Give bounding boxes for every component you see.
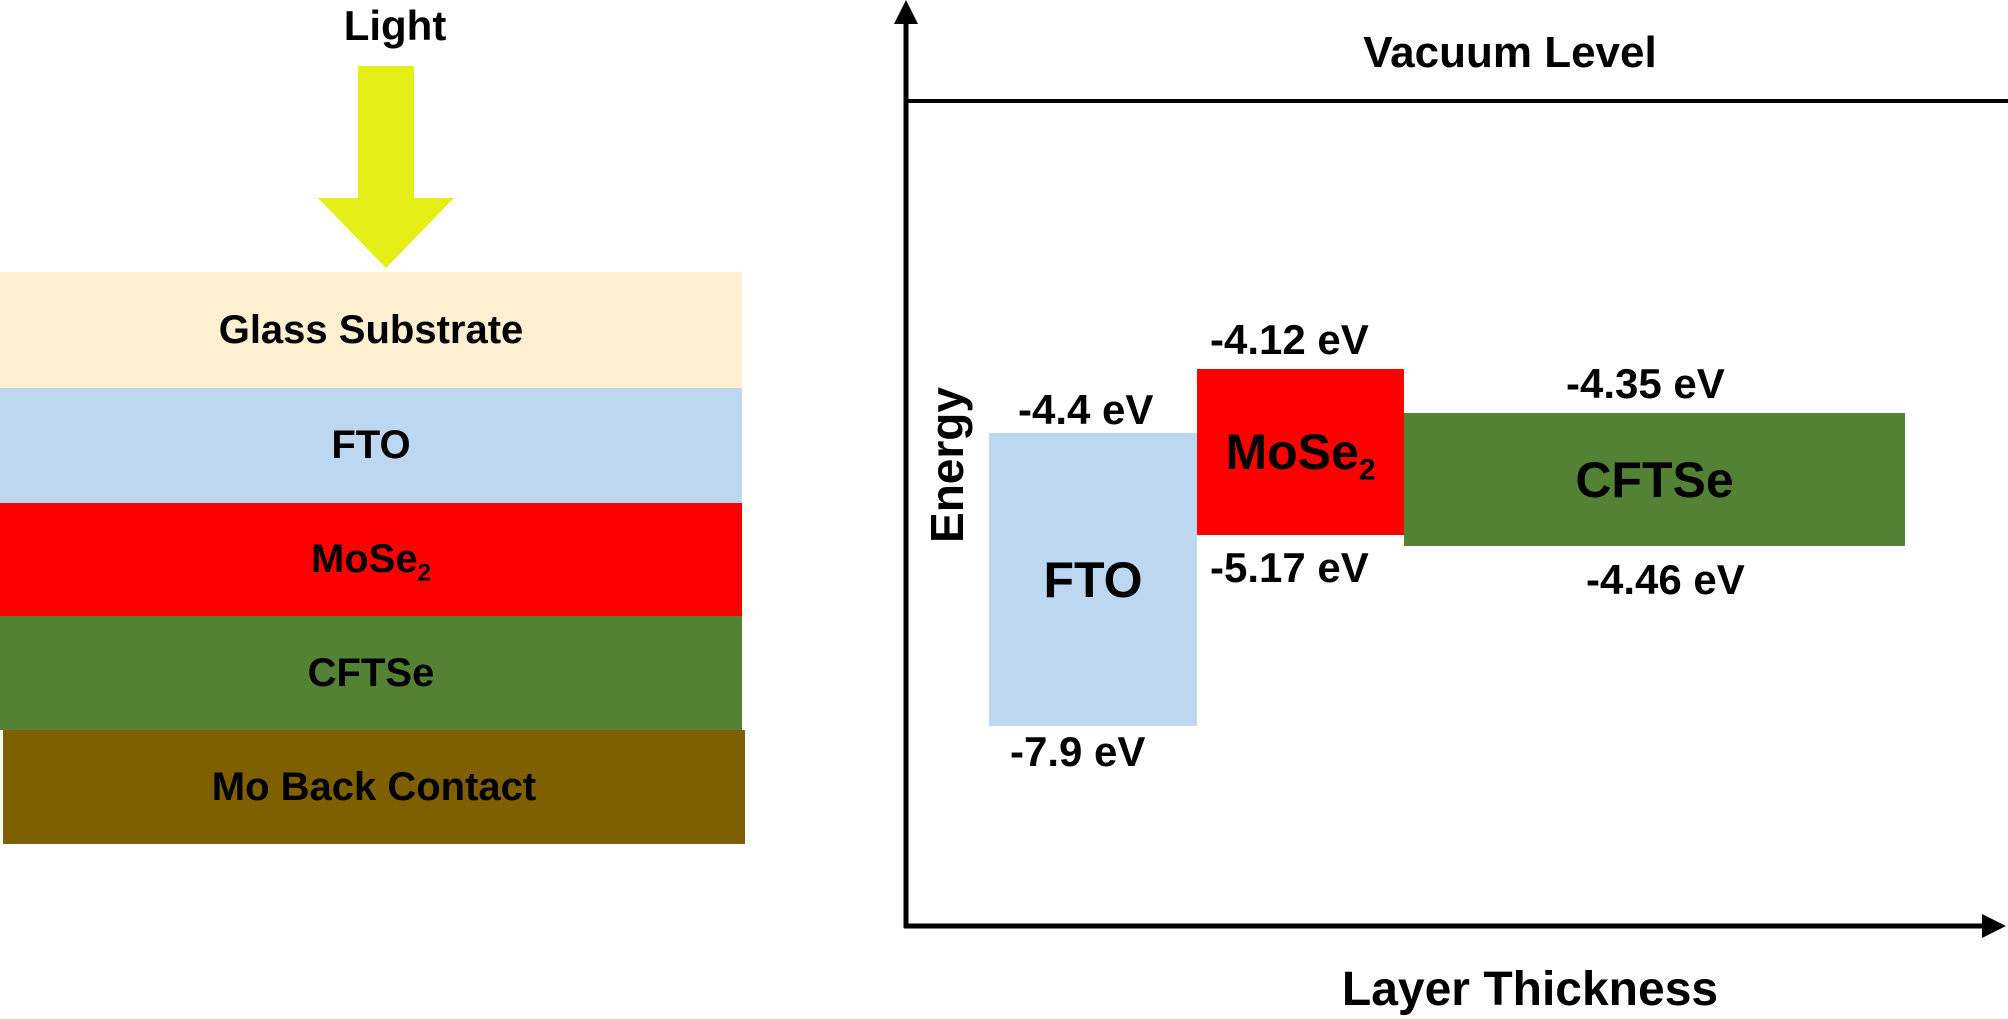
x-axis-arrowhead <box>1982 914 2006 938</box>
layer-glass-substrate-label: Glass Substrate <box>218 307 524 352</box>
mose2-top-value: -4.12 eV <box>1210 316 1369 363</box>
band-fto-label: FTO <box>1043 551 1143 608</box>
layer-mo-back-contact-label: Mo Back Contact <box>211 764 537 809</box>
y-axis-arrowhead <box>894 0 918 24</box>
band-mose2-label: MoSe2 <box>1225 424 1376 487</box>
layer-cftse-label: CFTSe <box>307 650 435 695</box>
light-label: Light <box>343 2 447 49</box>
x-axis-label: Layer Thickness <box>1341 963 1719 1016</box>
band-mose2: MoSe2 <box>1197 369 1404 535</box>
fto-bottom-value: -7.9 eV <box>1010 728 1146 775</box>
layer-mose2: MoSe2 <box>0 503 742 616</box>
layer-mo-back-contact: Mo Back Contact <box>3 730 745 844</box>
light-arrow-icon <box>318 66 454 268</box>
cftse-top-value: -4.35 eV <box>1566 360 1725 407</box>
cftse-bottom-value: -4.46 eV <box>1586 556 1745 603</box>
layer-fto: FTO <box>0 388 742 503</box>
band-fto: FTO <box>989 433 1197 726</box>
layer-glass-substrate: Glass Substrate <box>0 272 742 388</box>
layer-mose2-label: MoSe2 <box>310 537 432 587</box>
mose2-bottom-value: -5.17 eV <box>1210 544 1369 591</box>
band-cftse-label: CFTSe <box>1575 451 1734 508</box>
vacuum-level-label: Vacuum Level <box>1363 28 1657 77</box>
layer-fto-label: FTO <box>331 423 411 467</box>
layer-cftse: CFTSe <box>0 616 742 730</box>
band-cftse: CFTSe <box>1404 413 1905 546</box>
fto-top-value: -4.4 eV <box>1018 386 1154 433</box>
y-axis-label: Energy <box>921 387 973 543</box>
